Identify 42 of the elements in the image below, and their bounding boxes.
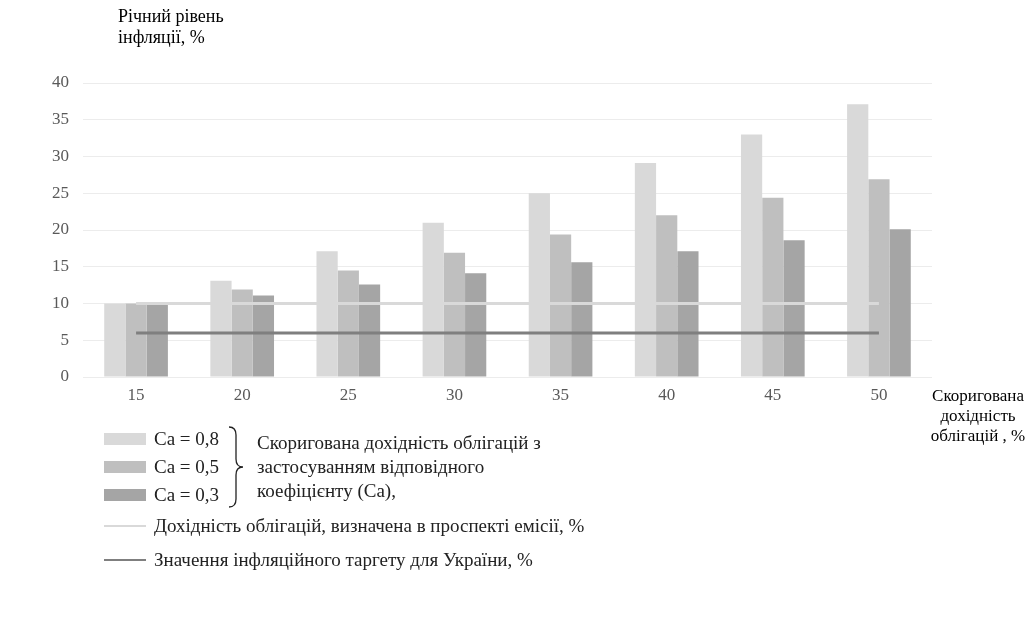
bar — [571, 262, 593, 377]
y-tick-label: 20 — [52, 219, 69, 239]
y-axis-title: Річний рівень інфляції, % — [118, 6, 225, 48]
y-tick-label: 25 — [52, 182, 69, 202]
y-tick-label: 35 — [52, 109, 69, 129]
bar — [762, 197, 784, 377]
bar — [868, 179, 890, 377]
bar — [656, 215, 678, 377]
legend-label: Са = 0,5 — [154, 456, 220, 478]
x-tick-label: 45 — [764, 384, 782, 404]
bar — [783, 240, 805, 377]
y-tick-label: 10 — [52, 292, 69, 312]
y-tick-label: 30 — [52, 145, 69, 165]
y-tick-label: 15 — [52, 256, 69, 276]
x-tick-label: 35 — [552, 384, 570, 404]
text: Скоригована дохідність облігацій з застосуванням відповідного коефіцієнту (Са), — [257, 431, 542, 503]
x-axis-title: Скоригована дохідність облігацій , % — [929, 386, 1027, 446]
bar — [231, 289, 253, 377]
x-tick-label: 50 — [870, 384, 888, 404]
bar — [443, 252, 466, 377]
bar — [889, 229, 911, 377]
bar — [337, 270, 359, 377]
y-tick-label: 0 — [60, 366, 69, 386]
legend-label: Дохідність облігацій, визначена в проспекті емісії, % — [154, 515, 585, 537]
x-tick-label: 30 — [445, 384, 463, 404]
x-tick-label: 15 — [127, 384, 145, 404]
bar — [252, 295, 275, 377]
bar — [104, 303, 126, 377]
x-tick-label: 20 — [233, 384, 251, 404]
y-tick-label: 40 — [52, 72, 69, 92]
y-tick-label: 5 — [60, 329, 69, 349]
bar — [125, 303, 147, 377]
x-tick-label: 25 — [339, 384, 357, 404]
legend-label: Са = 0,8 — [154, 428, 220, 450]
bar — [677, 251, 699, 377]
legend-label: Са = 0,3 — [154, 484, 220, 506]
legend-label: Значення інфляційного таргету для України, % — [154, 549, 533, 571]
bar — [358, 284, 381, 377]
bar — [465, 273, 487, 377]
x-tick-label: 40 — [658, 384, 676, 404]
bar — [549, 234, 572, 377]
bar — [146, 304, 168, 377]
